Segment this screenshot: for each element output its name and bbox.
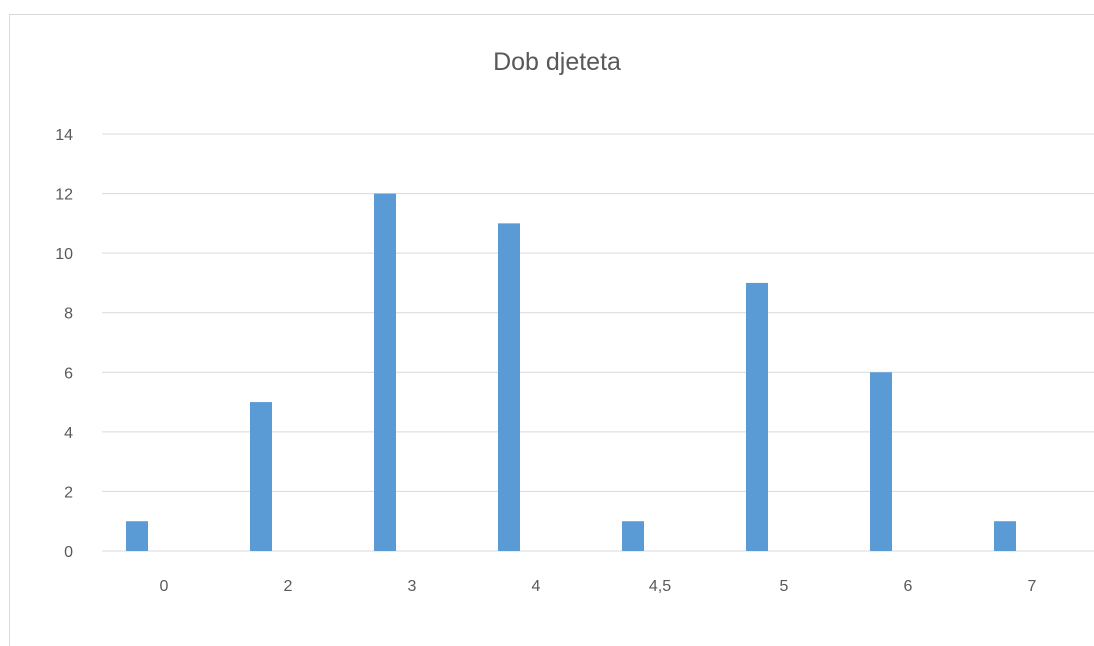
bars [126,193,1016,552]
x-tick-label: 0 [160,578,169,595]
bar-0 [126,521,148,551]
y-tick-label: 12 [55,187,73,204]
x-tick-label: 3 [408,578,417,595]
x-tick-label: 4,5 [649,578,671,595]
bar-4 [498,223,520,551]
x-tick-label: 7 [1028,578,1037,595]
chart-frame [9,14,1094,646]
bar-4-5 [622,521,644,551]
y-tick-label: 6 [64,365,73,382]
bar-5 [746,282,768,551]
bar-2 [250,402,272,551]
y-axis-ticks: 0 2 4 6 8 10 12 14 [55,127,73,561]
chart-title: Dob djeteta [493,48,621,76]
x-axis-ticks: 0 2 3 4 4,5 5 6 7 [160,578,1037,595]
bar-7 [994,521,1016,551]
y-tick-label: 4 [64,425,73,442]
x-tick-label: 4 [532,578,541,595]
bar-3 [374,193,396,552]
y-tick-label: 10 [55,246,73,263]
bar-6 [870,372,892,551]
x-tick-label: 5 [780,578,789,595]
y-tick-label: 14 [55,127,73,144]
x-tick-label: 6 [904,578,913,595]
y-tick-label: 2 [64,484,73,501]
gridlines [102,133,1094,552]
y-tick-label: 8 [64,306,73,323]
x-tick-label: 2 [284,578,293,595]
y-tick-label: 0 [64,544,73,561]
